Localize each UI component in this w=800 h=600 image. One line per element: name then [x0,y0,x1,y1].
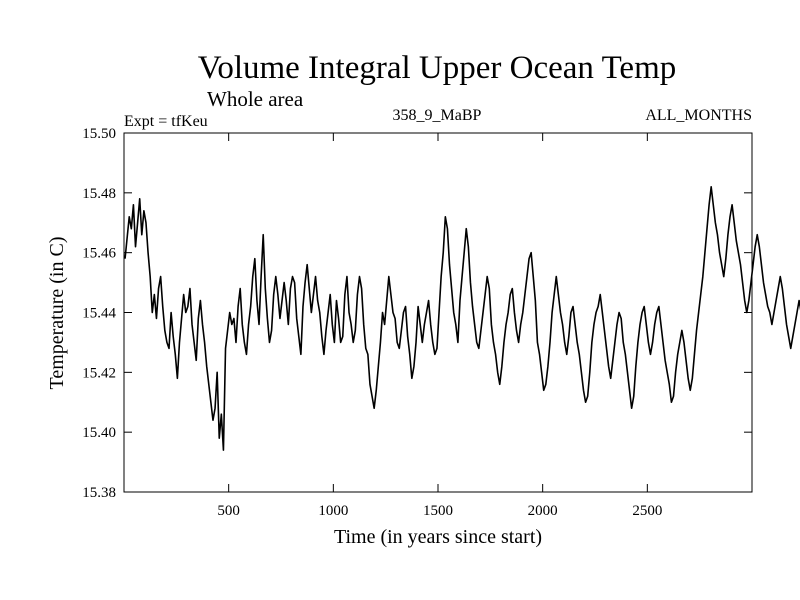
y-axis: 15.38 15.40 15.42 15.44 15.46 15.48 15.50 [82,126,752,501]
y-tick-label: 15.50 [82,126,116,142]
experiment-label: Expt = tfKeu [124,113,208,130]
x-tick-label: 1000 [318,503,348,519]
x-axis: 500 1000 1500 2000 2500 [217,133,662,519]
x-tick-label: 2000 [528,503,558,519]
chart-subtitle: Whole area [207,87,304,111]
y-tick-label: 15.42 [82,365,116,381]
y-tick-label: 15.44 [82,306,116,322]
x-tick-label: 1500 [423,503,453,519]
temperature-series-line [124,186,800,451]
months-label: ALL_MONTHS [645,107,752,124]
y-tick-label: 15.38 [82,485,116,501]
y-tick-label: 15.48 [82,186,116,202]
chart-title: Volume Integral Upper Ocean Temp [198,50,676,86]
period-label: 358_9_MaBP [393,107,482,124]
y-tick-label: 15.46 [82,246,116,262]
y-tick-label: 15.40 [82,425,116,441]
y-axis-label: Temperature (in C) [46,237,68,390]
x-tick-label: 2500 [632,503,662,519]
plot-frame [123,132,753,493]
x-tick-label: 500 [217,503,240,519]
x-axis-label: Time (in years since start) [334,526,542,548]
